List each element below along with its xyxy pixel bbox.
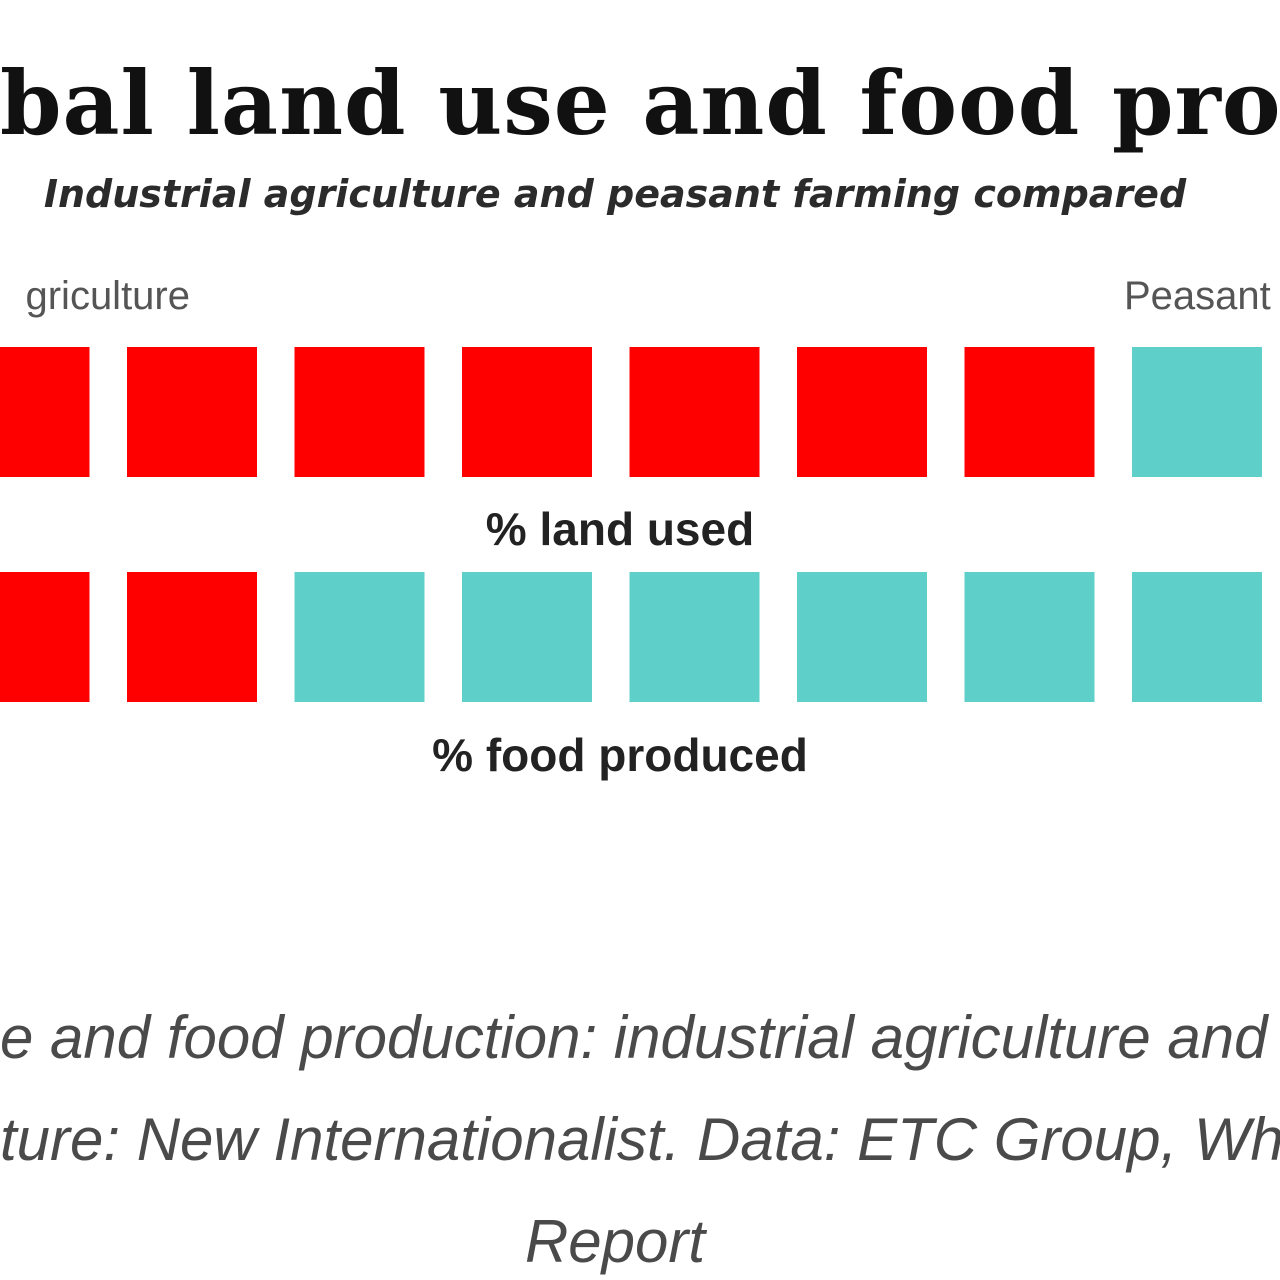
pictogram-unit xyxy=(462,572,592,702)
pictogram-unit xyxy=(462,347,592,477)
industrial-unit-fill xyxy=(629,347,760,477)
pictogram-unit xyxy=(1132,347,1262,477)
industrial-unit-fill xyxy=(0,347,90,477)
pictogram-unit xyxy=(964,572,1095,702)
legend-peasant-label: Peasant xyxy=(1124,274,1271,318)
legend-industrial-label: griculture xyxy=(25,274,190,318)
industrial-unit-fill xyxy=(294,347,425,477)
pictogram-unit xyxy=(0,572,90,702)
pictogram-unit xyxy=(629,347,760,477)
row-label-land-used: % land used xyxy=(485,503,755,555)
pictogram-unit xyxy=(797,347,927,477)
pictogram-unit xyxy=(964,347,1095,477)
pictogram-unit xyxy=(127,572,257,702)
peasant-unit-fill xyxy=(1132,347,1262,477)
row-label-food-produced: % food produced xyxy=(432,729,808,781)
industrial-unit-fill xyxy=(964,347,1095,477)
pictogram-unit xyxy=(127,347,257,477)
industrial-unit-fill xyxy=(462,347,592,477)
caption-line-3: Report xyxy=(524,1208,706,1275)
chart-subtitle: Industrial agriculture and peasant farmi… xyxy=(43,172,1187,216)
industrial-unit-fill xyxy=(127,347,257,477)
pictogram-unit xyxy=(1132,572,1262,702)
peasant-unit-fill xyxy=(964,572,1095,702)
pictogram-unit xyxy=(797,572,927,702)
chart-title: bal land use and food product xyxy=(0,51,1280,155)
peasant-unit-fill xyxy=(797,572,927,702)
peasant-unit-fill xyxy=(462,572,592,702)
peasant-unit-fill xyxy=(629,572,760,702)
peasant-unit-fill xyxy=(1132,572,1262,702)
caption-line-2: ture: New Internationalist. Data: ETC Gr… xyxy=(0,1106,1280,1173)
pictogram-unit xyxy=(629,572,760,702)
industrial-unit-fill xyxy=(797,347,927,477)
caption-line-1: e and food production: industrial agricu… xyxy=(0,1004,1280,1071)
pictogram-unit xyxy=(294,572,425,702)
peasant-unit-fill xyxy=(294,572,425,702)
industrial-unit-fill xyxy=(0,572,90,702)
pictogram-unit xyxy=(294,347,425,477)
industrial-unit-fill xyxy=(127,572,257,702)
pictogram-unit xyxy=(0,347,90,477)
